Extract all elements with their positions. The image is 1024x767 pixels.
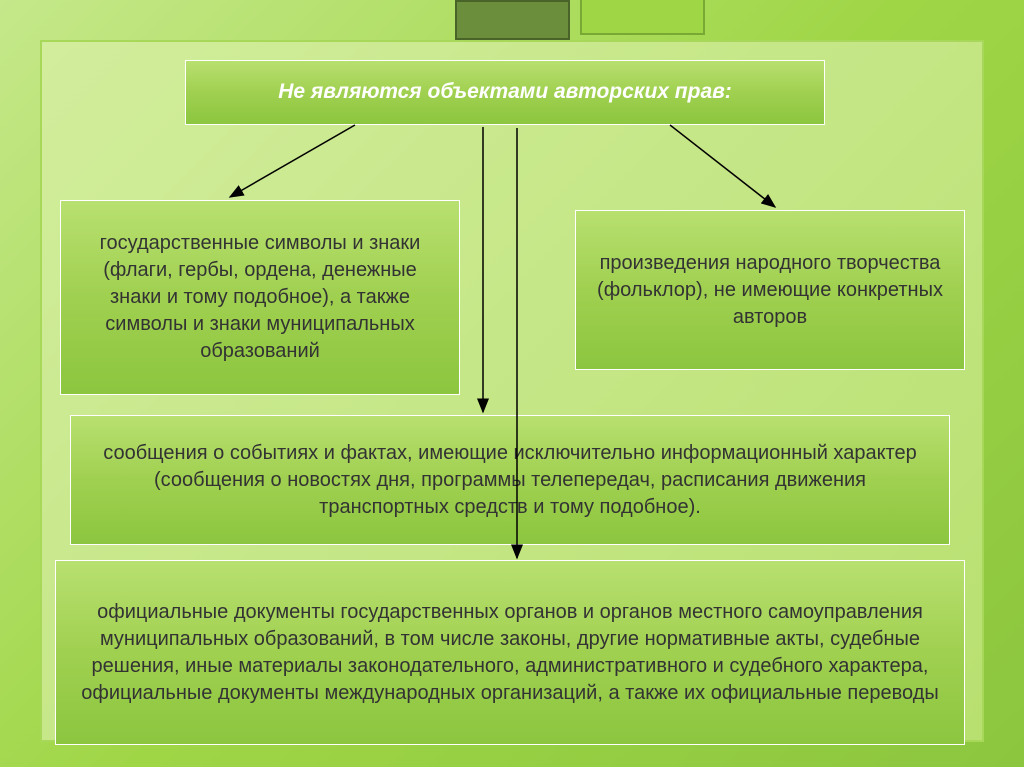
box-right-text: произведения народного творчества (фольк… xyxy=(594,250,946,331)
box-middle-text: сообщения о событиях и фактах, имеющие и… xyxy=(89,440,931,521)
box-news: сообщения о событиях и фактах, имеющие и… xyxy=(70,415,950,545)
box-official-docs: официальные документы государственных ор… xyxy=(55,560,965,745)
box-left-text: государственные символы и знаки (флаги, … xyxy=(79,230,441,365)
title-text: Не являются объектами авторских прав: xyxy=(278,78,732,106)
title-box: Не являются объектами авторских прав: xyxy=(185,60,825,125)
box-folklore: произведения народного творчества (фольк… xyxy=(575,210,965,370)
box-bottom-text: официальные документы государственных ор… xyxy=(74,599,946,707)
top-decoration-dark xyxy=(455,0,570,40)
top-decoration-light xyxy=(580,0,705,35)
box-state-symbols: государственные символы и знаки (флаги, … xyxy=(60,200,460,395)
